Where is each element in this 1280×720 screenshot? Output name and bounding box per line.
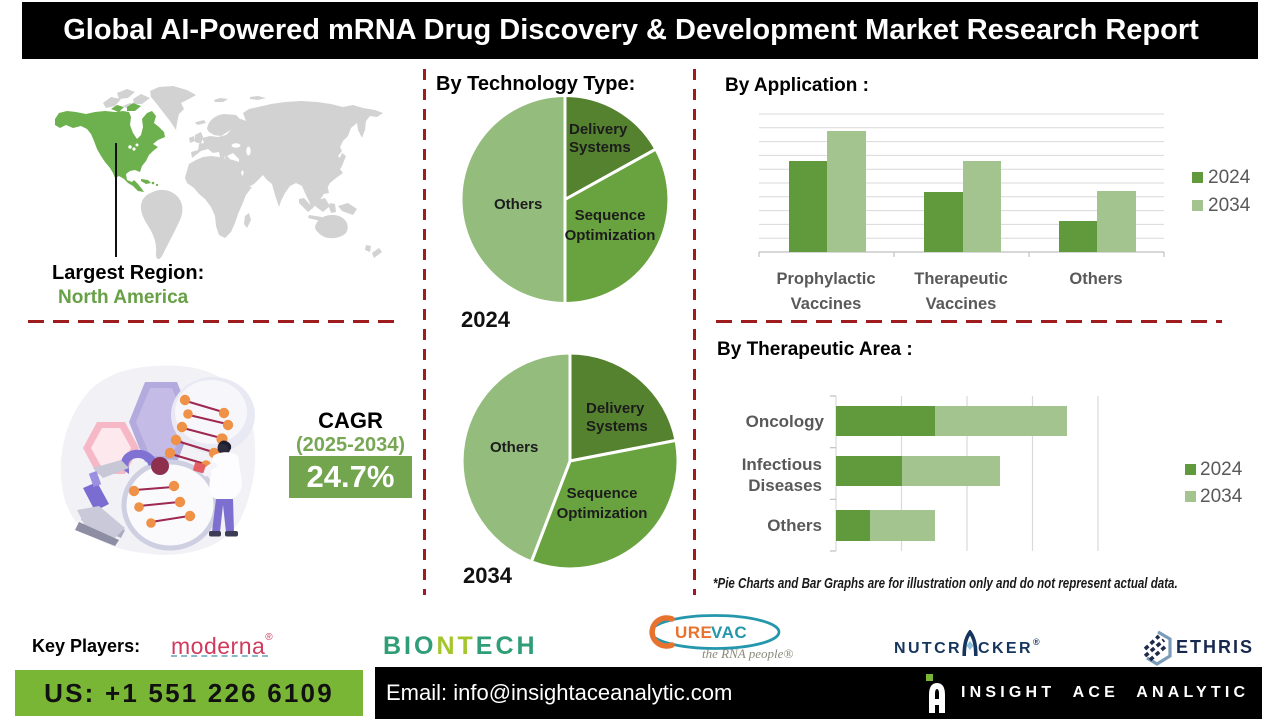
svg-text:2034: 2034 bbox=[1200, 486, 1243, 507]
svg-text:2034: 2034 bbox=[1208, 195, 1251, 216]
svg-text:the RNA people®: the RNA people® bbox=[702, 646, 793, 661]
svg-text:URE: URE bbox=[675, 623, 712, 642]
svg-text:2024: 2024 bbox=[1200, 459, 1243, 480]
svg-text:2024: 2024 bbox=[1208, 167, 1251, 188]
svg-text:VAC: VAC bbox=[711, 623, 747, 642]
